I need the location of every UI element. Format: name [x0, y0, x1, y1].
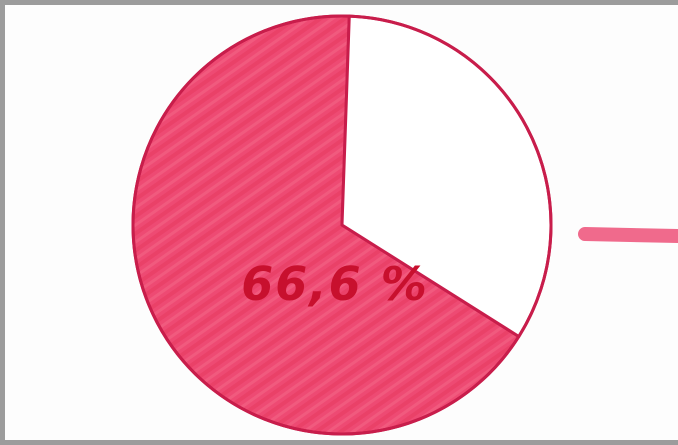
marker-stroke: [578, 227, 678, 243]
pie-outline: [131, 14, 553, 436]
pie-slices: [131, 14, 553, 436]
pie-data-label: 66,6 %: [241, 257, 429, 311]
